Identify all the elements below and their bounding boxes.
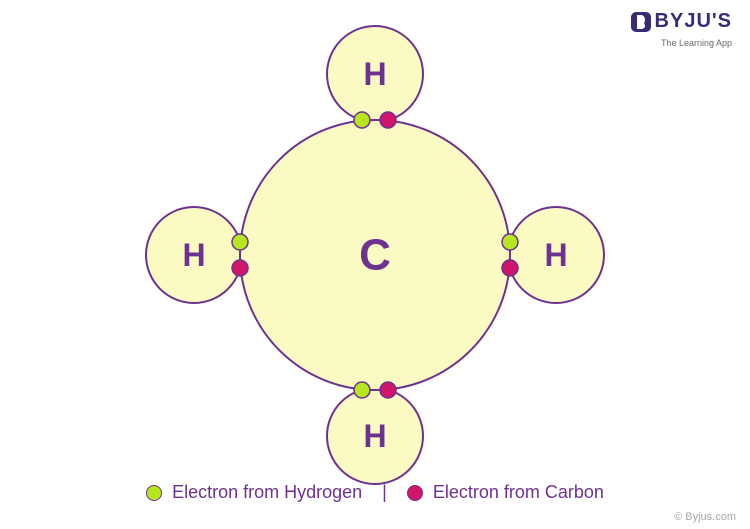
electron-carbon-top <box>380 112 396 128</box>
legend-label-hydrogen-electron: Electron from Hydrogen <box>172 482 362 503</box>
electron-hydrogen-right <box>502 234 518 250</box>
carbon-label: C <box>359 231 391 280</box>
legend: Electron from Hydrogen | Electron from C… <box>0 482 750 503</box>
methane-lewis-diagram: C H H H H <box>0 0 750 529</box>
legend-label-carbon-electron: Electron from Carbon <box>433 482 604 503</box>
copyright-text: © Byjus.com <box>674 511 736 523</box>
electron-hydrogen-left <box>232 234 248 250</box>
hydrogen-label-bottom: H <box>363 418 386 454</box>
electron-carbon-bottom <box>380 382 396 398</box>
hydrogen-label-right: H <box>544 237 567 273</box>
legend-swatch-carbon-electron <box>407 485 423 501</box>
hydrogen-label-left: H <box>182 237 205 273</box>
electron-hydrogen-top <box>354 112 370 128</box>
electron-carbon-left <box>232 260 248 276</box>
legend-separator: | <box>382 482 387 503</box>
hydrogen-label-top: H <box>363 56 386 92</box>
legend-swatch-hydrogen-electron <box>146 485 162 501</box>
electron-hydrogen-bottom <box>354 382 370 398</box>
electron-carbon-right <box>502 260 518 276</box>
